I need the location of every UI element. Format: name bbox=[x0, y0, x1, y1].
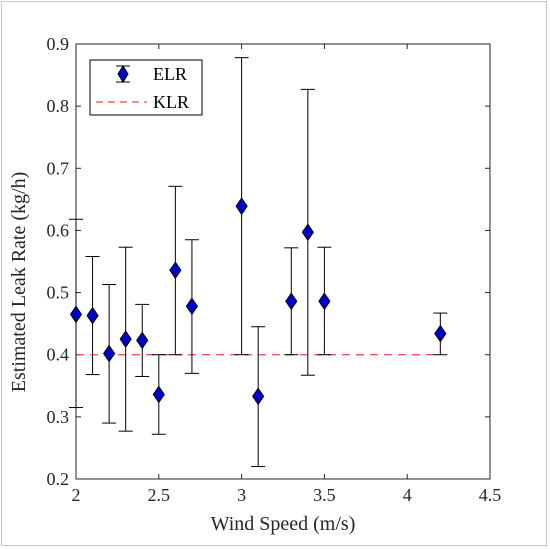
y-tick-label: 0.3 bbox=[47, 407, 70, 427]
elr-point bbox=[301, 223, 314, 242]
legend-klr-label: KLR bbox=[153, 92, 189, 112]
legend-elr-marker bbox=[117, 65, 129, 83]
elr-point bbox=[235, 197, 248, 216]
elr-point bbox=[434, 324, 447, 343]
elr-point bbox=[252, 387, 265, 406]
elr-point bbox=[152, 385, 165, 404]
y-tick-label: 0.2 bbox=[47, 469, 70, 489]
x-tick-label: 4 bbox=[403, 485, 412, 505]
x-tick-label: 2.5 bbox=[148, 485, 171, 505]
elr-point bbox=[119, 330, 132, 349]
y-tick-label: 0.5 bbox=[47, 283, 70, 303]
x-tick-label: 3 bbox=[237, 485, 246, 505]
elr-point bbox=[285, 292, 298, 311]
elr-point bbox=[136, 331, 149, 350]
elr-point bbox=[86, 306, 99, 325]
elr-point bbox=[103, 344, 116, 363]
legend-box bbox=[89, 59, 203, 116]
elr-series bbox=[69, 57, 448, 468]
elr-point bbox=[185, 297, 199, 316]
axes: 2 2.5 3 3.5 4 4.5 0.2 0.3 0.4 0.5 0.6 0.7 0.8 0.9 bbox=[47, 34, 502, 505]
elr-point bbox=[169, 261, 182, 280]
y-tick-label: 0.7 bbox=[47, 158, 70, 178]
elr-point bbox=[69, 305, 83, 324]
y-axis-title: Estimated Leak Rate (kg/h) bbox=[8, 172, 30, 392]
y-tick-label: 0.6 bbox=[47, 220, 70, 240]
y-tick-label: 0.9 bbox=[47, 34, 70, 54]
elr-point bbox=[318, 292, 331, 311]
y-tick-label: 0.4 bbox=[47, 345, 70, 365]
x-tick-label: 2 bbox=[72, 485, 81, 505]
legend: ELR KLR bbox=[89, 59, 203, 116]
x-axis-title: Wind Speed (m/s) bbox=[211, 513, 356, 535]
x-tick-label: 3.5 bbox=[313, 485, 336, 505]
legend-elr-label: ELR bbox=[153, 64, 187, 84]
x-tick-label: 4.5 bbox=[479, 485, 502, 505]
y-tick-label: 0.8 bbox=[47, 96, 70, 116]
